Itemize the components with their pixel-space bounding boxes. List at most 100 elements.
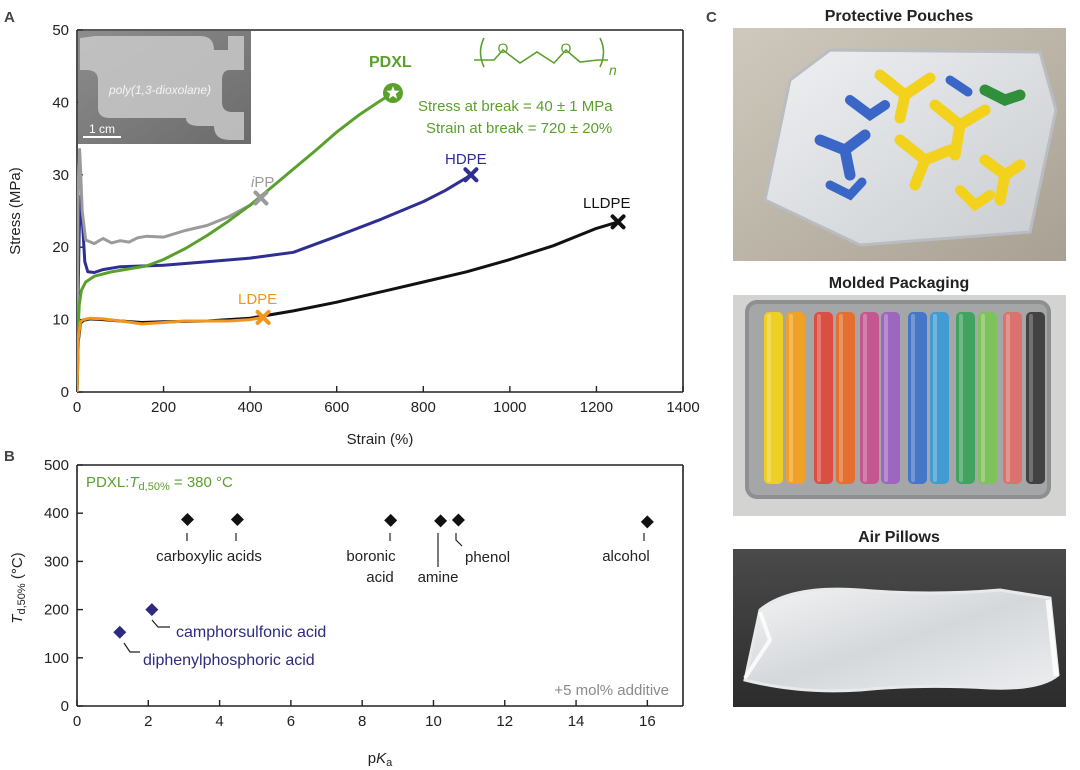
series-line-lldpe — [77, 220, 619, 392]
structure-right-bracket — [599, 37, 605, 68]
x-tick-label: 800 — [411, 399, 436, 416]
air-pillow — [743, 587, 1060, 693]
structure-left-bracket — [479, 37, 485, 68]
break-marker-star-pdxl — [386, 86, 400, 99]
boronic-acid-label-line1: boronic — [346, 548, 396, 565]
leader-camphor — [151, 619, 170, 628]
x-tick-label: 400 — [238, 399, 263, 416]
break-marker-lldpe — [610, 214, 626, 230]
chalk-stick — [786, 312, 805, 484]
carboxylic-acids-label: carboxylic acids — [156, 548, 262, 565]
y-tick-label: 50 — [52, 22, 69, 39]
pdxl-td-note: PDXL:Td,50% = 380 °C — [86, 474, 233, 493]
molded-packaging-title: Molded Packaging — [829, 275, 969, 292]
structure-oxygen-1: O — [498, 40, 509, 56]
chalk-stick — [860, 312, 879, 484]
y-tick-label: 0 — [61, 384, 69, 401]
data-point-alcohol — [640, 515, 654, 529]
air-pillows-title: Air Pillows — [858, 529, 940, 546]
panel-a-letter: A — [4, 9, 15, 26]
b-y-tick-label: 0 — [61, 698, 69, 715]
series-line-pdxl — [77, 91, 394, 392]
data-point-amine — [434, 514, 448, 528]
chalk-highlight — [789, 314, 793, 482]
protective-pouches-photo — [733, 28, 1066, 261]
x-tick-label: 200 — [151, 399, 176, 416]
ipp-label: iPP — [251, 174, 274, 191]
strain-at-break-text: Strain at break = 720 ± 20% — [426, 120, 612, 137]
inset-photo: poly(1,3-dioxolane) 1 cm — [78, 31, 251, 144]
break-marker-hdpe — [463, 167, 479, 183]
pouch-contents — [814, 69, 1026, 212]
chalk-stick — [930, 312, 949, 484]
data-point-carboxylic-acids — [181, 512, 195, 526]
y-tick-label: 40 — [52, 94, 69, 111]
alcohol-label: alcohol — [602, 548, 650, 565]
b-y-axis-title: Td,50% (°C) — [9, 552, 28, 623]
structure-oxygen-2: O — [561, 40, 572, 56]
x-axis-title: Strain (%) — [347, 431, 414, 448]
pdxl-label: PDXL — [369, 54, 412, 71]
lldpe-label: LLDPE — [583, 195, 631, 212]
td50-pka-chart: 0 2 4 6 8 10 12 14 16 0 100 200 300 400 500 pKa Td,50%… — [9, 457, 684, 769]
chalk-highlight — [981, 314, 985, 482]
b-x-tick-label: 10 — [425, 713, 442, 730]
x-tick-label: 0 — [73, 399, 81, 416]
chalk-stick — [836, 312, 855, 484]
phenol-label: phenol — [465, 549, 510, 566]
b-x-tick-label: 0 — [73, 713, 81, 730]
chalk-highlight — [817, 314, 821, 482]
b-x-axis-title: pKa — [368, 750, 393, 769]
b-y-tick-label: 500 — [44, 457, 69, 474]
data-point-boronic-acid — [384, 513, 398, 527]
ldpe-label: LDPE — [238, 291, 277, 308]
b-y-tick-label: 100 — [44, 650, 69, 667]
chalk-highlight — [1006, 314, 1010, 482]
panel-c-letter: C — [706, 9, 717, 26]
chalk-highlight — [767, 314, 771, 482]
pdxl-repeat-unit-structure — [474, 37, 608, 68]
chalk-stick — [956, 312, 975, 484]
boronic-acid-label-line2: acid — [366, 569, 394, 586]
chalk-sticks — [764, 312, 1045, 484]
panel-b-letter: B — [4, 448, 15, 465]
series-line-ldpe — [77, 315, 264, 392]
b-x-tick-label: 14 — [568, 713, 585, 730]
chalk-stick — [978, 312, 997, 484]
chalk-highlight — [1029, 314, 1033, 482]
protective-pouches-title: Protective Pouches — [825, 8, 974, 25]
inset-specimen-label: poly(1,3-dioxolane) — [108, 83, 211, 97]
y-tick-label: 10 — [52, 312, 69, 329]
structure-backbone — [474, 48, 608, 65]
chalk-highlight — [959, 314, 963, 482]
chalk-highlight — [863, 314, 867, 482]
data-point-carboxylic-acids — [230, 512, 244, 526]
b-x-tick-label: 2 — [144, 713, 152, 730]
x-tick-label: 1400 — [666, 399, 699, 416]
chalk-highlight — [911, 314, 915, 482]
chalk-stick — [764, 312, 783, 484]
pillow-seam-right — [1045, 599, 1059, 677]
chalk-stick — [1026, 312, 1045, 484]
x-tick-label: 1000 — [493, 399, 526, 416]
pillow-seam-left — [743, 611, 773, 680]
chalk-highlight — [884, 314, 888, 482]
leader-phenol — [455, 533, 463, 547]
y-axis-title: Stress (MPa) — [7, 167, 24, 255]
chalk-highlight — [839, 314, 843, 482]
x-tick-label: 600 — [324, 399, 349, 416]
diphenylphosphoric-acid-label: diphenylphosphoric acid — [143, 652, 315, 669]
x-tick-label: 1200 — [580, 399, 613, 416]
camphorsulfonic-acid-label: camphorsulfonic acid — [176, 624, 326, 641]
y-tick-label: 20 — [52, 239, 69, 256]
b-y-tick-label: 300 — [44, 553, 69, 570]
b-y-tick-label: 200 — [44, 602, 69, 619]
y-tick-label: 30 — [52, 167, 69, 184]
ipp-label-italic: i — [251, 174, 255, 191]
chalk-stick — [1003, 312, 1022, 484]
chalk-stick — [881, 312, 900, 484]
b-y-tick-label: 400 — [44, 505, 69, 522]
break-marker-ipp — [253, 190, 269, 206]
amine-label: amine — [418, 569, 459, 586]
